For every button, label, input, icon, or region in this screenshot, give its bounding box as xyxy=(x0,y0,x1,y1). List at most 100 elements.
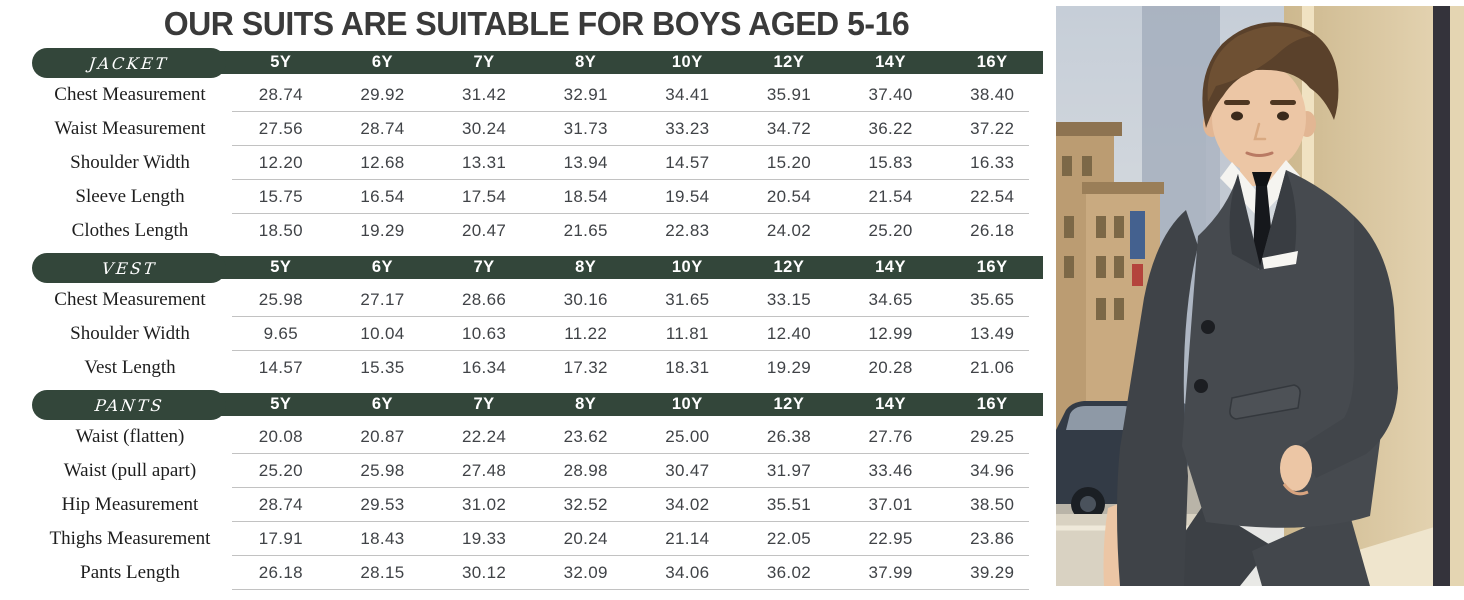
measurement-value: 25.00 xyxy=(665,427,710,446)
measurement-value: 21.06 xyxy=(970,358,1015,377)
measurement-value: 34.06 xyxy=(665,563,710,582)
row-label: Waist Measurement xyxy=(54,118,206,139)
size-section-pants: PANTS 5Y 6Y 7Y 8Y 10Y 12Y 14Y 16Y Waist (flatte… xyxy=(30,390,1043,590)
measurement-value: 27.48 xyxy=(462,461,507,480)
row-label: Chest Measurement xyxy=(54,84,206,105)
measurement-value: 15.35 xyxy=(360,358,405,377)
measurement-value: 25.98 xyxy=(258,290,303,309)
section-header: VEST 5Y 6Y 7Y 8Y 10Y 12Y 14Y 16Y xyxy=(30,253,1043,283)
measurement-value: 18.31 xyxy=(665,358,710,377)
table-row: Clothes Length 18.50 19.29 20.47 21.65 22.83 2… xyxy=(30,214,1043,248)
measurement-value: 17.54 xyxy=(462,187,507,206)
size-column-header: 12Y xyxy=(773,395,805,413)
measurement-value: 29.25 xyxy=(970,427,1015,446)
measurement-value: 16.33 xyxy=(970,153,1015,172)
measurement-value: 12.99 xyxy=(868,324,913,343)
size-section-vest: VEST 5Y 6Y 7Y 8Y 10Y 12Y 14Y 16Y Chest Measurem… xyxy=(30,253,1043,385)
measurement-value: 13.31 xyxy=(462,153,507,172)
measurement-value: 27.17 xyxy=(360,290,405,309)
measurement-value: 22.54 xyxy=(970,187,1015,206)
measurement-value: 19.29 xyxy=(766,358,811,377)
size-column-header: 14Y xyxy=(875,395,906,413)
measurement-value: 11.81 xyxy=(665,324,709,343)
section-title: JACKET xyxy=(88,53,170,73)
measurement-value: 31.42 xyxy=(462,85,507,104)
measurement-value: 32.52 xyxy=(563,495,608,514)
section-header-bar xyxy=(75,393,1043,416)
section-pill: VEST xyxy=(32,253,226,283)
measurement-value: 39.29 xyxy=(970,563,1015,582)
size-table-sections: JACKET 5Y 6Y 7Y 8Y 10Y 12Y 14Y 16Y Chest Measur… xyxy=(30,48,1043,590)
measurement-value: 19.54 xyxy=(665,187,710,206)
measurement-value: 30.47 xyxy=(665,461,710,480)
measurement-value: 28.74 xyxy=(258,85,303,104)
table-row: Hip Measurement 28.74 29.53 31.02 32.52 34.02… xyxy=(30,488,1043,522)
measurement-value: 20.28 xyxy=(868,358,913,377)
measurement-value: 33.15 xyxy=(766,290,811,309)
size-column-header: 8Y xyxy=(575,258,597,276)
row-label: Chest Measurement xyxy=(54,289,206,310)
measurement-value: 15.20 xyxy=(766,153,811,172)
measurement-value: 25.20 xyxy=(868,221,913,240)
size-column-header: 14Y xyxy=(875,258,906,276)
size-column-header: 6Y xyxy=(371,53,394,71)
size-column-header: 7Y xyxy=(473,53,495,71)
size-columns: 5Y 6Y 7Y 8Y 10Y 12Y 14Y 16Y xyxy=(230,393,1043,416)
measurement-value: 32.91 xyxy=(563,85,608,104)
row-label: Thighs Measurement xyxy=(49,528,211,549)
measurement-value: 32.09 xyxy=(563,563,608,582)
measurement-value: 34.02 xyxy=(665,495,710,514)
size-column-header: 6Y xyxy=(371,258,394,276)
measurement-value: 37.01 xyxy=(868,495,913,514)
size-chart: OUR SUITS ARE SUITABLE FOR BOYS AGED 5-1… xyxy=(30,0,1043,600)
measurement-value: 30.24 xyxy=(462,119,507,138)
measurement-value: 18.54 xyxy=(563,187,608,206)
size-columns: 5Y 6Y 7Y 8Y 10Y 12Y 14Y 16Y xyxy=(230,51,1043,74)
measurement-value: 37.22 xyxy=(970,119,1015,138)
page-title: OUR SUITS ARE SUITABLE FOR BOYS AGED 5-1… xyxy=(163,5,910,42)
measurement-value: 37.40 xyxy=(868,85,913,104)
row-label: Waist (flatten) xyxy=(75,426,185,447)
size-column-header: 7Y xyxy=(473,258,495,276)
measurement-value: 21.14 xyxy=(665,529,710,548)
measurement-value: 22.05 xyxy=(766,529,811,548)
table-row: Sleeve Length 15.75 16.54 17.54 18.54 19.54 20… xyxy=(30,180,1043,214)
measurement-value: 11.22 xyxy=(564,324,608,343)
size-column-header: 16Y xyxy=(976,395,1008,413)
measurement-value: 12.20 xyxy=(258,153,303,172)
measurement-value: 31.73 xyxy=(563,119,608,138)
measurement-value: 19.33 xyxy=(462,529,507,548)
measurement-value: 25.20 xyxy=(258,461,303,480)
measurement-value: 23.62 xyxy=(563,427,608,446)
measurement-value: 20.24 xyxy=(563,529,608,548)
measurement-value: 27.56 xyxy=(258,119,303,138)
measurement-value: 34.72 xyxy=(766,119,811,138)
measurement-value: 12.40 xyxy=(766,324,811,343)
section-pill: JACKET xyxy=(32,48,226,78)
measurement-value: 25.98 xyxy=(360,461,405,480)
measurement-value: 13.49 xyxy=(970,324,1015,343)
measurement-value: 34.96 xyxy=(970,461,1015,480)
measurement-value: 22.83 xyxy=(665,221,710,240)
boy-in-suit-photo-illustration xyxy=(1056,6,1464,586)
product-photo xyxy=(1056,6,1464,586)
measurement-value: 33.23 xyxy=(665,119,710,138)
section-header-bar xyxy=(75,51,1043,74)
measurement-value: 38.40 xyxy=(970,85,1015,104)
size-column-header: 16Y xyxy=(976,53,1008,71)
measurement-value: 9.65 xyxy=(263,324,298,343)
measurement-value: 36.02 xyxy=(766,563,811,582)
measurement-value: 27.76 xyxy=(868,427,913,446)
table-row: Waist Measurement 27.56 28.74 30.24 31.73 33.… xyxy=(30,112,1043,146)
size-column-header: 8Y xyxy=(575,395,597,413)
measurement-value: 31.97 xyxy=(766,461,811,480)
measurement-value: 28.74 xyxy=(258,495,303,514)
measurement-value: 24.02 xyxy=(766,221,811,240)
size-column-header: 10Y xyxy=(671,395,703,413)
measurement-value: 36.22 xyxy=(868,119,913,138)
measurement-value: 21.65 xyxy=(563,221,608,240)
section-title: VEST xyxy=(100,258,158,278)
measurement-value: 31.02 xyxy=(462,495,507,514)
measurement-value: 18.43 xyxy=(360,529,405,548)
measurement-value: 17.91 xyxy=(258,529,303,548)
